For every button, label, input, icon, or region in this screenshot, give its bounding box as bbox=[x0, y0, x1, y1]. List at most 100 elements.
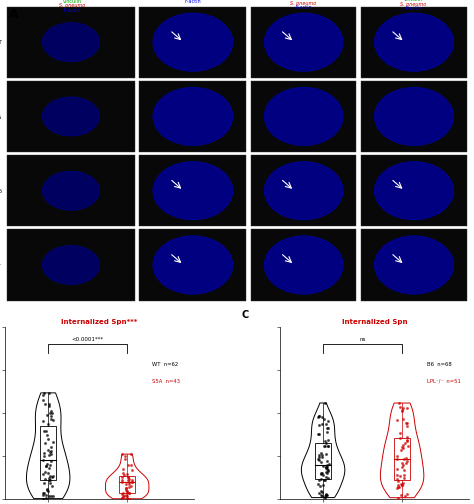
Point bbox=[125, 489, 133, 497]
Point bbox=[318, 420, 326, 428]
Point bbox=[40, 489, 48, 497]
Point bbox=[315, 412, 322, 420]
Point bbox=[403, 419, 411, 427]
Point bbox=[126, 478, 133, 486]
Point bbox=[44, 431, 51, 439]
Point bbox=[39, 391, 47, 399]
Point bbox=[393, 484, 401, 492]
Point bbox=[318, 449, 325, 457]
Point bbox=[318, 451, 326, 459]
Text: <0.0001***: <0.0001*** bbox=[72, 337, 104, 342]
Point bbox=[46, 479, 54, 487]
Point bbox=[319, 481, 327, 489]
Point bbox=[395, 399, 402, 407]
Text: ns: ns bbox=[359, 337, 366, 342]
Bar bbox=[7, 81, 135, 152]
Point bbox=[121, 455, 129, 463]
Point bbox=[118, 490, 126, 498]
Bar bbox=[139, 81, 246, 152]
Bar bbox=[361, 81, 467, 152]
Point bbox=[393, 456, 401, 464]
Point bbox=[398, 443, 405, 451]
Point bbox=[49, 438, 57, 446]
Text: B6: B6 bbox=[0, 189, 2, 194]
Bar bbox=[139, 229, 246, 300]
Point bbox=[47, 450, 55, 458]
Point bbox=[315, 430, 323, 438]
Ellipse shape bbox=[374, 236, 454, 294]
Point bbox=[45, 464, 53, 472]
Point bbox=[39, 489, 47, 497]
Point bbox=[125, 475, 133, 483]
Point bbox=[398, 481, 406, 489]
Point bbox=[394, 483, 401, 491]
Point bbox=[118, 476, 126, 484]
Point bbox=[400, 404, 407, 412]
Point bbox=[50, 472, 57, 480]
Point bbox=[45, 451, 52, 459]
Point bbox=[118, 450, 126, 458]
Point bbox=[323, 428, 330, 436]
Point bbox=[39, 456, 47, 464]
Point bbox=[321, 493, 328, 501]
Point bbox=[124, 461, 131, 469]
Point bbox=[47, 407, 55, 415]
Point bbox=[40, 389, 48, 397]
Point bbox=[321, 442, 329, 450]
Point bbox=[123, 484, 130, 492]
Point bbox=[44, 486, 51, 494]
Point bbox=[395, 483, 403, 491]
Bar bbox=[251, 81, 356, 152]
Bar bbox=[251, 229, 356, 300]
Point bbox=[324, 417, 332, 425]
Point bbox=[323, 424, 330, 432]
Point bbox=[397, 480, 404, 488]
Point bbox=[49, 416, 57, 424]
Point bbox=[123, 486, 131, 494]
Point bbox=[119, 488, 127, 496]
Point bbox=[321, 399, 329, 407]
Point bbox=[122, 480, 130, 488]
Bar bbox=[394, 437, 410, 480]
Text: LPL⁻/⁻: LPL⁻/⁻ bbox=[0, 263, 2, 268]
Point bbox=[118, 494, 126, 502]
Text: F-actin: F-actin bbox=[405, 6, 422, 11]
Point bbox=[402, 419, 410, 427]
Point bbox=[119, 469, 127, 477]
Point bbox=[127, 450, 135, 458]
Text: WT: WT bbox=[0, 40, 2, 45]
Point bbox=[393, 465, 401, 473]
Point bbox=[315, 453, 322, 461]
Point bbox=[324, 466, 332, 474]
Text: vinculin: vinculin bbox=[63, 0, 82, 4]
Bar bbox=[40, 426, 56, 480]
Point bbox=[45, 476, 53, 484]
Point bbox=[319, 492, 326, 500]
Point bbox=[46, 400, 53, 408]
Point bbox=[43, 494, 50, 502]
Ellipse shape bbox=[264, 236, 343, 294]
Point bbox=[46, 472, 54, 480]
Point bbox=[316, 482, 323, 490]
Point bbox=[403, 437, 411, 446]
Title: Internalized Spn: Internalized Spn bbox=[342, 320, 407, 326]
Bar bbox=[251, 155, 356, 226]
Ellipse shape bbox=[153, 87, 233, 146]
Point bbox=[44, 420, 51, 428]
Text: F-actin: F-actin bbox=[295, 5, 312, 10]
Bar bbox=[139, 7, 246, 78]
Point bbox=[125, 483, 132, 491]
Point bbox=[403, 422, 410, 430]
Point bbox=[48, 457, 55, 465]
Point bbox=[126, 479, 133, 487]
Point bbox=[400, 471, 408, 479]
Bar bbox=[251, 7, 356, 78]
Point bbox=[399, 442, 407, 450]
Point bbox=[48, 409, 56, 417]
Point bbox=[322, 463, 330, 471]
Point bbox=[317, 487, 325, 495]
Point bbox=[403, 457, 411, 465]
Point bbox=[315, 413, 322, 421]
Point bbox=[43, 485, 50, 493]
Point bbox=[44, 435, 52, 443]
